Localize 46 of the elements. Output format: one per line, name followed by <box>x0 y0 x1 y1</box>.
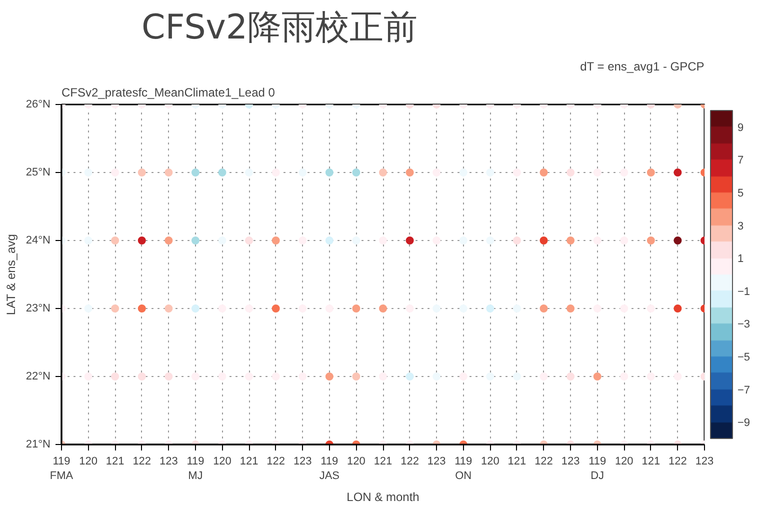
y-tick-label: 23°N <box>26 302 51 314</box>
x-tick-label: 120 <box>213 456 232 468</box>
x-tick-label: 121 <box>240 456 258 468</box>
color-bar-label: 9 <box>738 122 744 134</box>
y-tick-label: 22°N <box>26 370 51 382</box>
x-tick-label: 119 ON <box>454 456 472 482</box>
color-bar-label: 5 <box>738 188 744 200</box>
x-tick-label: 120 <box>480 456 500 468</box>
x-tick-label: 121 <box>106 456 124 468</box>
color-bar-label: −7 <box>738 384 750 396</box>
x-tick-label: 121 <box>642 456 660 468</box>
color-bar-label: −5 <box>738 352 750 364</box>
x-tick-label: 119 MJ <box>186 456 204 482</box>
x-tick-label: 119 FMA <box>50 456 74 482</box>
x-tick-label: 123 <box>561 456 580 468</box>
y-tick-label: 24°N <box>26 234 51 246</box>
x-tick-label: 122 <box>534 456 553 468</box>
x-tick-label: 120 <box>79 456 98 468</box>
color-bar-label: −1 <box>738 286 750 298</box>
x-tick-label: 123 <box>427 456 446 468</box>
x-tick-label: 123 <box>159 456 178 468</box>
x-tick-label: 122 <box>132 456 152 468</box>
color-bar-label: −9 <box>738 417 750 430</box>
x-tick-label: 121 <box>374 456 392 468</box>
y-axis-title: LAT & ens_avg <box>4 234 18 316</box>
x-tick-label: 121 <box>508 456 526 468</box>
x-tick-label: 123 <box>293 456 312 468</box>
color-bar-label: 1 <box>738 253 744 266</box>
color-bar-label: −3 <box>738 318 750 331</box>
x-tick-label: 122 <box>668 456 687 468</box>
chart-subtitle: CFSv2_pratesfc_MeanClimate1_Lead 0 <box>62 86 276 100</box>
x-tick-label: 119 JAS <box>319 456 340 482</box>
color-bar-label: 7 <box>738 154 744 167</box>
x-tick-label: 120 <box>614 456 634 468</box>
x-axis-title: LON & month <box>346 490 420 504</box>
chart-title: CFSv2降雨校正前 <box>142 8 418 48</box>
x-tick-label: 119 DJ <box>588 456 606 482</box>
y-tick-label: 25°N <box>26 166 51 178</box>
color-bar-label: 3 <box>738 220 744 232</box>
y-tick-label: 26°N <box>26 98 51 110</box>
x-tick-label: 122 <box>266 456 286 468</box>
x-tick-label: 123 <box>695 456 714 468</box>
y-tick-label: 21°N <box>26 438 51 450</box>
text: dT = ens_avg1 - GPCP <box>580 60 704 74</box>
x-tick-label: 122 <box>400 456 419 468</box>
x-tick-label: 120 <box>347 456 366 468</box>
